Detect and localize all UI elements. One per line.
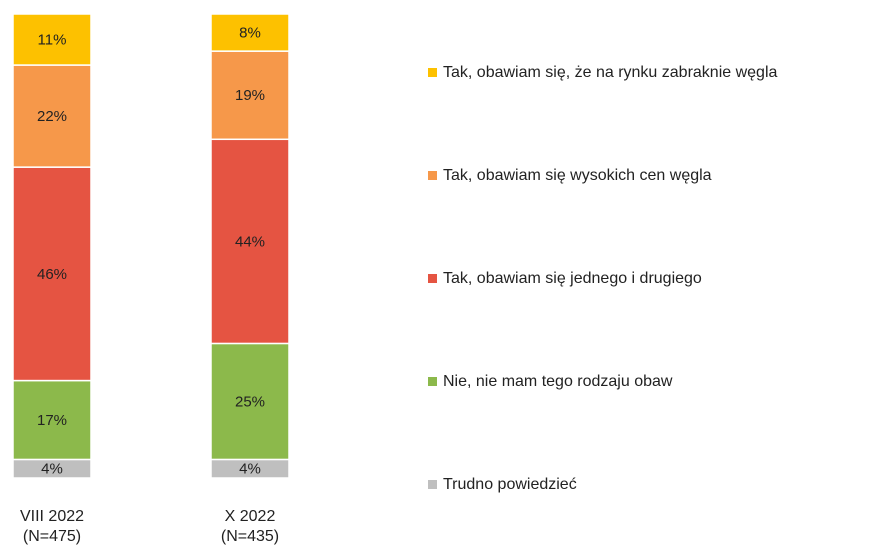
legend-marker [428,377,437,386]
legend-marker [428,480,437,489]
legend-label: Tak, obawiam się wysokich cen węgla [443,167,712,184]
value-label: 8% [239,25,261,42]
legend-label: Tak, obawiam się, że na rynku zabraknie … [443,64,777,81]
value-label: 4% [239,461,261,478]
value-label: 17% [37,412,67,429]
x-tick-label: (N=475) [23,528,81,545]
bar-segment [210,138,290,345]
bar-segment [12,64,92,168]
value-label: 4% [41,461,63,478]
value-label: 25% [235,393,265,410]
bar-segment [210,50,290,141]
legend-label: Trudno powiedzieć [443,476,577,493]
x-tick-label: X 2022 [225,508,276,525]
x-tick-label: (N=435) [221,528,279,545]
bar-segment [12,13,92,66]
legend-marker [428,274,437,283]
x-tick-label: VIII 2022 [20,508,84,525]
value-label: 46% [37,266,67,283]
value-label: 22% [37,108,67,125]
legend-label: Tak, obawiam się jednego i drugiego [443,270,702,287]
value-label: 44% [235,233,265,250]
value-label: 11% [38,31,67,48]
bar-segment [210,342,290,461]
value-label: 19% [235,87,265,104]
legend-marker [428,171,437,180]
legend-marker [428,68,437,77]
bar-segment [210,13,290,52]
bar-segment [12,379,92,461]
legend-label: Nie, nie mam tego rodzaju obaw [443,373,673,390]
